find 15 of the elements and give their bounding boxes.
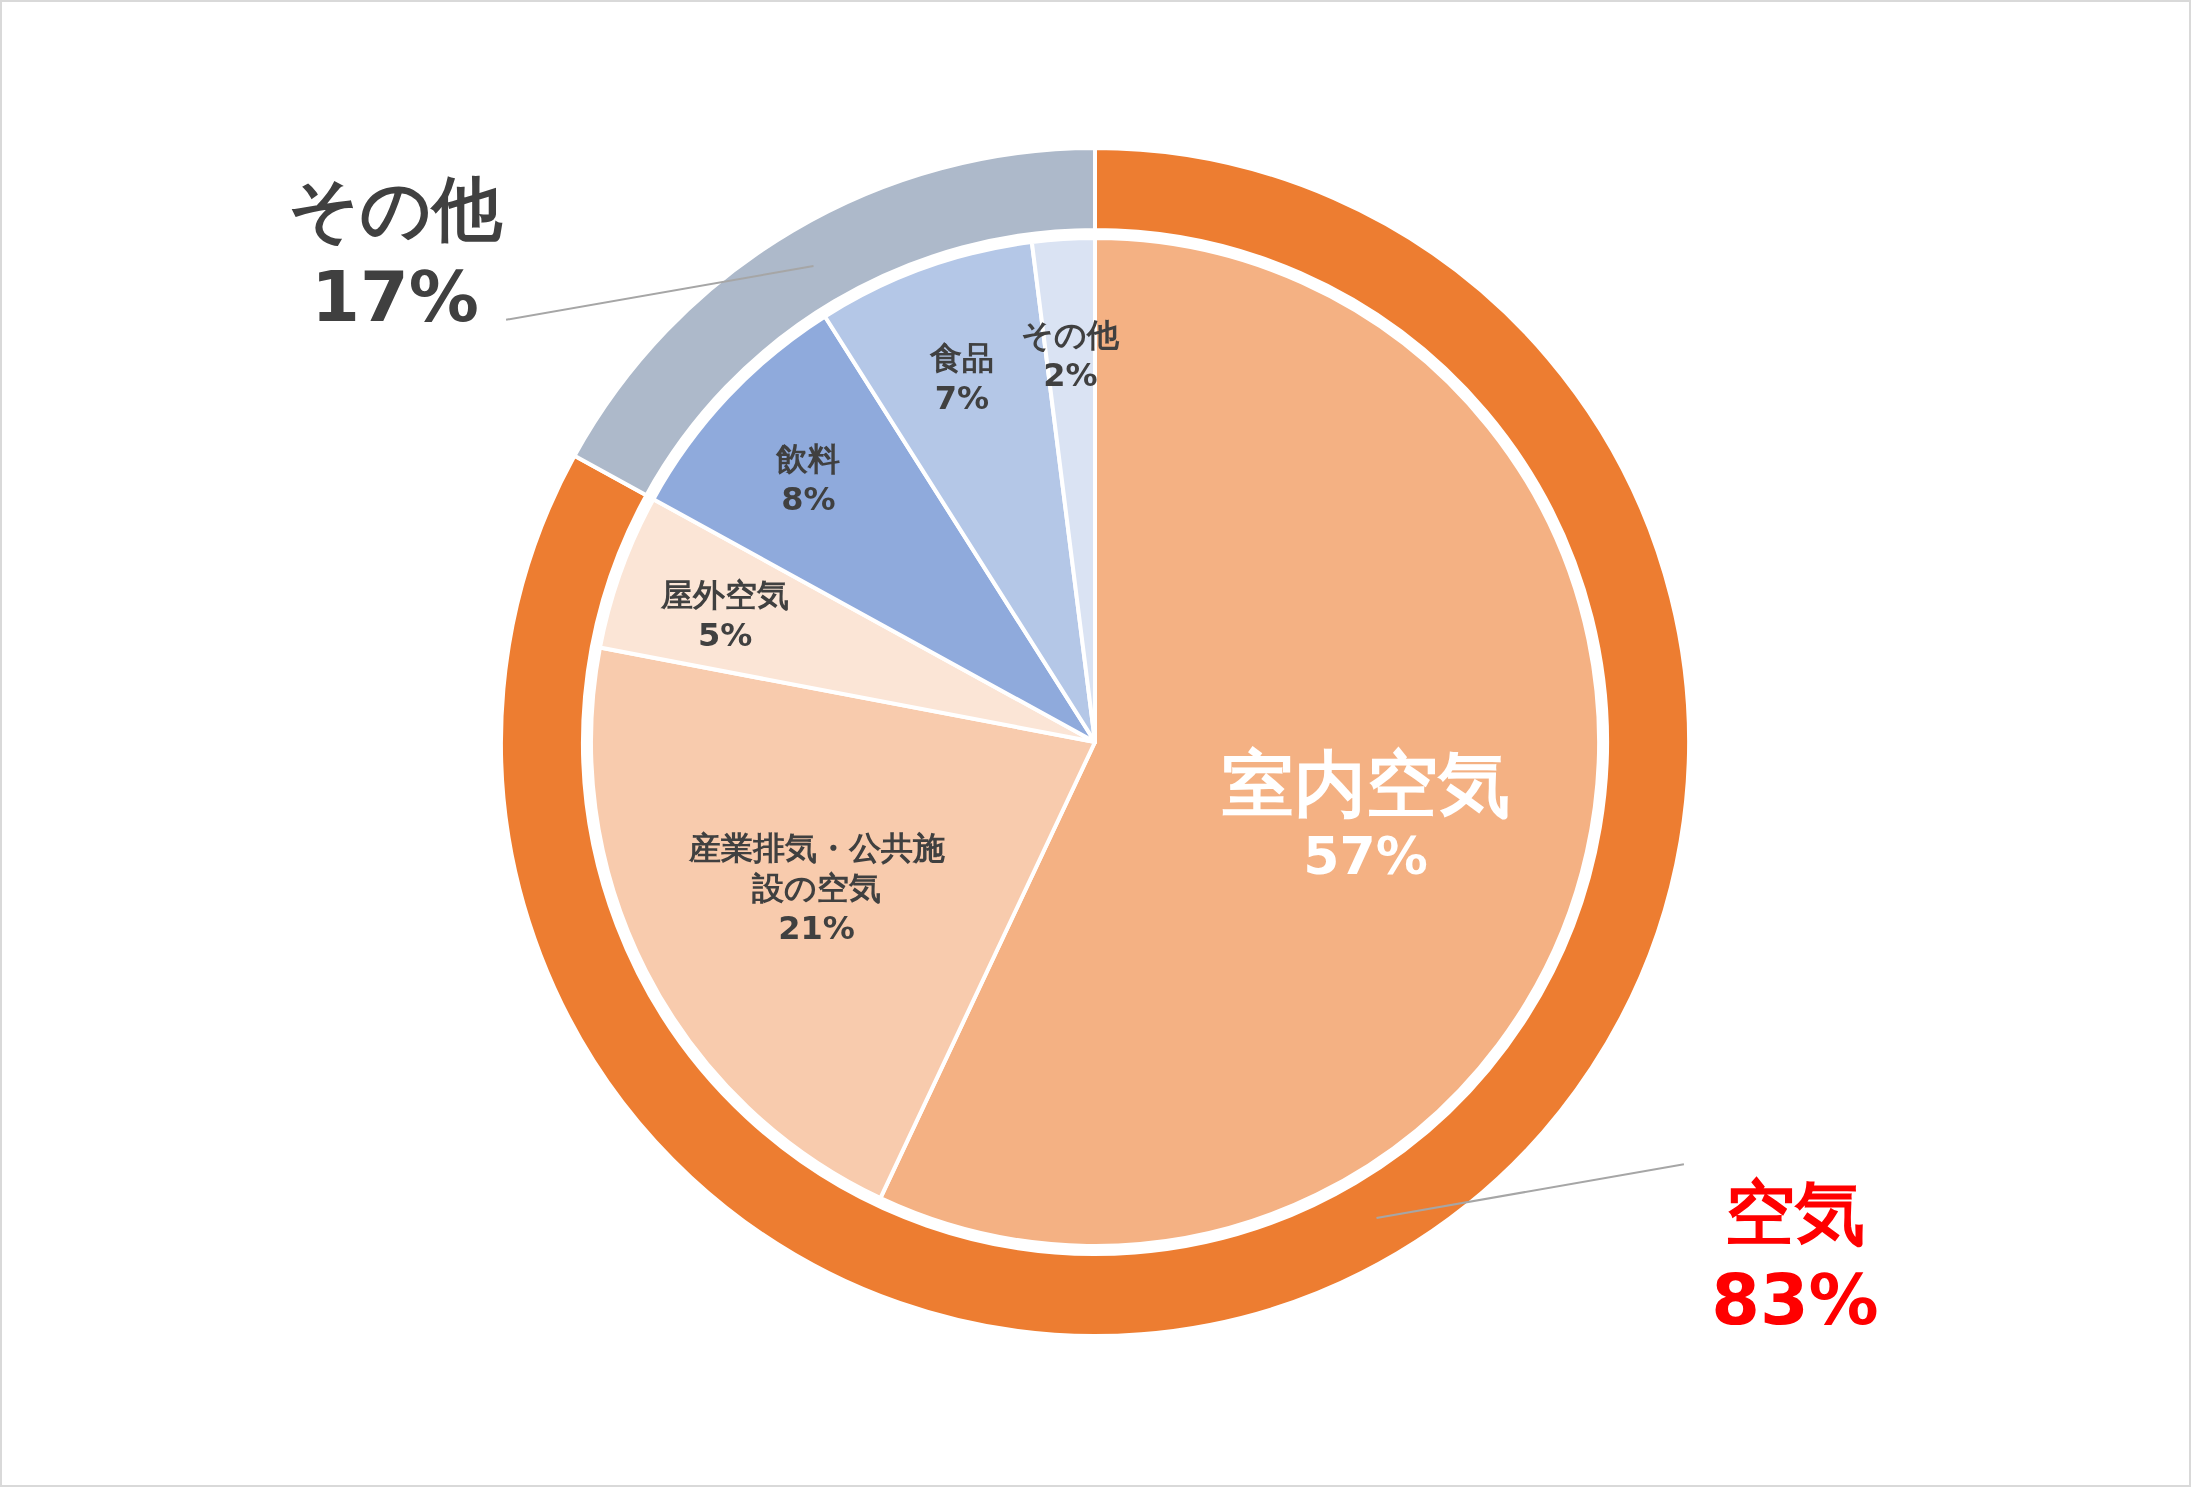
data-label: 7% [934, 378, 989, 417]
slice-label: 空気 [1724, 1171, 1865, 1254]
slice-label: 屋外空気 [660, 575, 790, 614]
slice-label: 飲料 [775, 439, 841, 478]
data-label: 2% [1043, 356, 1098, 395]
slice-label: 食品 [928, 338, 994, 377]
data-label: 57% [1303, 825, 1428, 886]
data-label: 5% [697, 615, 753, 654]
data-label: 17% [311, 255, 479, 338]
slice-label: 室内空気 [1221, 741, 1510, 826]
data-label: 8% [781, 479, 836, 518]
data-label: 21% [778, 909, 855, 948]
slice-label: 産業排気・公共施設の空気 [687, 829, 945, 908]
slice-label: その他 [288, 168, 504, 251]
data-label: 83% [1711, 1259, 1879, 1342]
